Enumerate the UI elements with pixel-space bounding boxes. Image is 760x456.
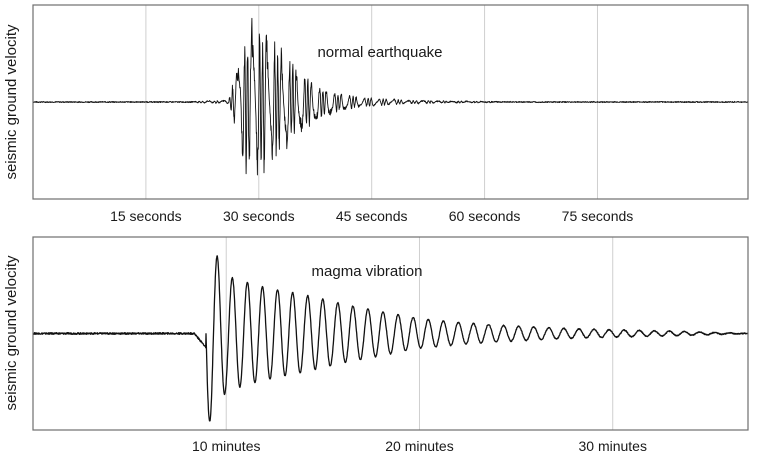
earthquake-trace [32, 17, 749, 176]
earthquake-x-tick-labels: 15 seconds 30 seconds 45 seconds 60 seconds… [110, 208, 633, 224]
magma-y-axis-label: seismic ground velocity [3, 255, 20, 411]
earthquake-x-tick-label: 75 seconds [562, 208, 634, 224]
earthquake-x-tick-label: 15 seconds [110, 208, 182, 224]
magma-x-tick-labels: 10 minutes 20 minutes 30 minutes [192, 438, 647, 454]
magma-x-tick-label: 30 minutes [578, 438, 646, 454]
earthquake-x-tick-label: 60 seconds [449, 208, 521, 224]
magma-annotation: magma vibration [312, 263, 423, 280]
magma-plot-frame [32, 236, 749, 431]
earthquake-x-tick-label: 30 seconds [223, 208, 295, 224]
earthquake-plot-frame [32, 4, 749, 200]
earthquake-x-tick-label: 45 seconds [336, 208, 408, 224]
earthquake-annotation: normal earthquake [317, 44, 442, 61]
magma-panel: magma vibration seismic ground velocity … [3, 236, 749, 454]
earthquake-y-axis-label: seismic ground velocity [3, 24, 20, 180]
magma-x-tick-label: 10 minutes [192, 438, 260, 454]
magma-trace [32, 255, 749, 422]
earthquake-panel: normal earthquake seismic ground velocit… [3, 4, 749, 224]
magma-x-tick-label: 20 minutes [385, 438, 453, 454]
